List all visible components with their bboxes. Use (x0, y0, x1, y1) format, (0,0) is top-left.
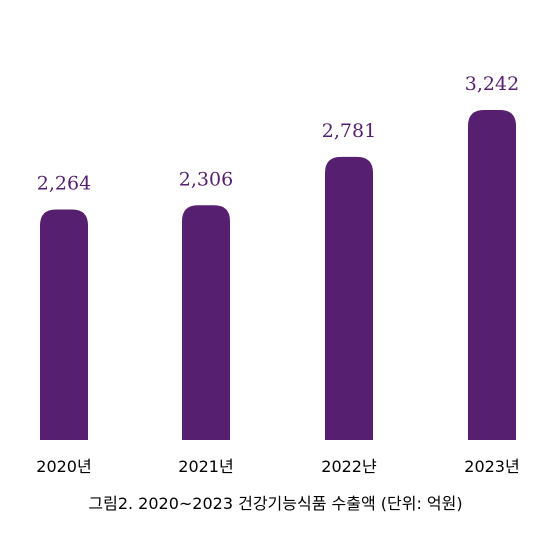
value-label-2022냔: 2,781 (322, 120, 376, 142)
x-tick-labels-group: 2020년 2021년 2022냔 2023년 (36, 457, 519, 476)
x-tick-label-2023년: 2023년 (464, 457, 519, 476)
bar-2022냔 (325, 156, 373, 440)
x-tick-label-2020년: 2020년 (36, 457, 91, 476)
bar-chart: 2,264 2,306 2,781 3,242 2020년 2021년 2022냔 2023… (36, 73, 519, 476)
bar-2021년 (182, 205, 230, 440)
value-label-2020년: 2,264 (37, 173, 91, 195)
x-tick-label-2021년: 2021년 (178, 457, 233, 476)
x-tick-label-2022냔: 2022냔 (321, 457, 377, 476)
value-label-2023년: 3,242 (465, 73, 519, 95)
chart-caption: 그림2. 2020~2023 건강기능식품 수출액 (단위: 억원) (88, 494, 463, 513)
value-labels-group: 2,264 2,306 2,781 3,242 (37, 73, 519, 195)
bar-2020년 (40, 209, 88, 440)
bars-group (40, 110, 516, 440)
bar-2023년 (468, 110, 516, 440)
value-label-2021년: 2,306 (179, 168, 233, 190)
